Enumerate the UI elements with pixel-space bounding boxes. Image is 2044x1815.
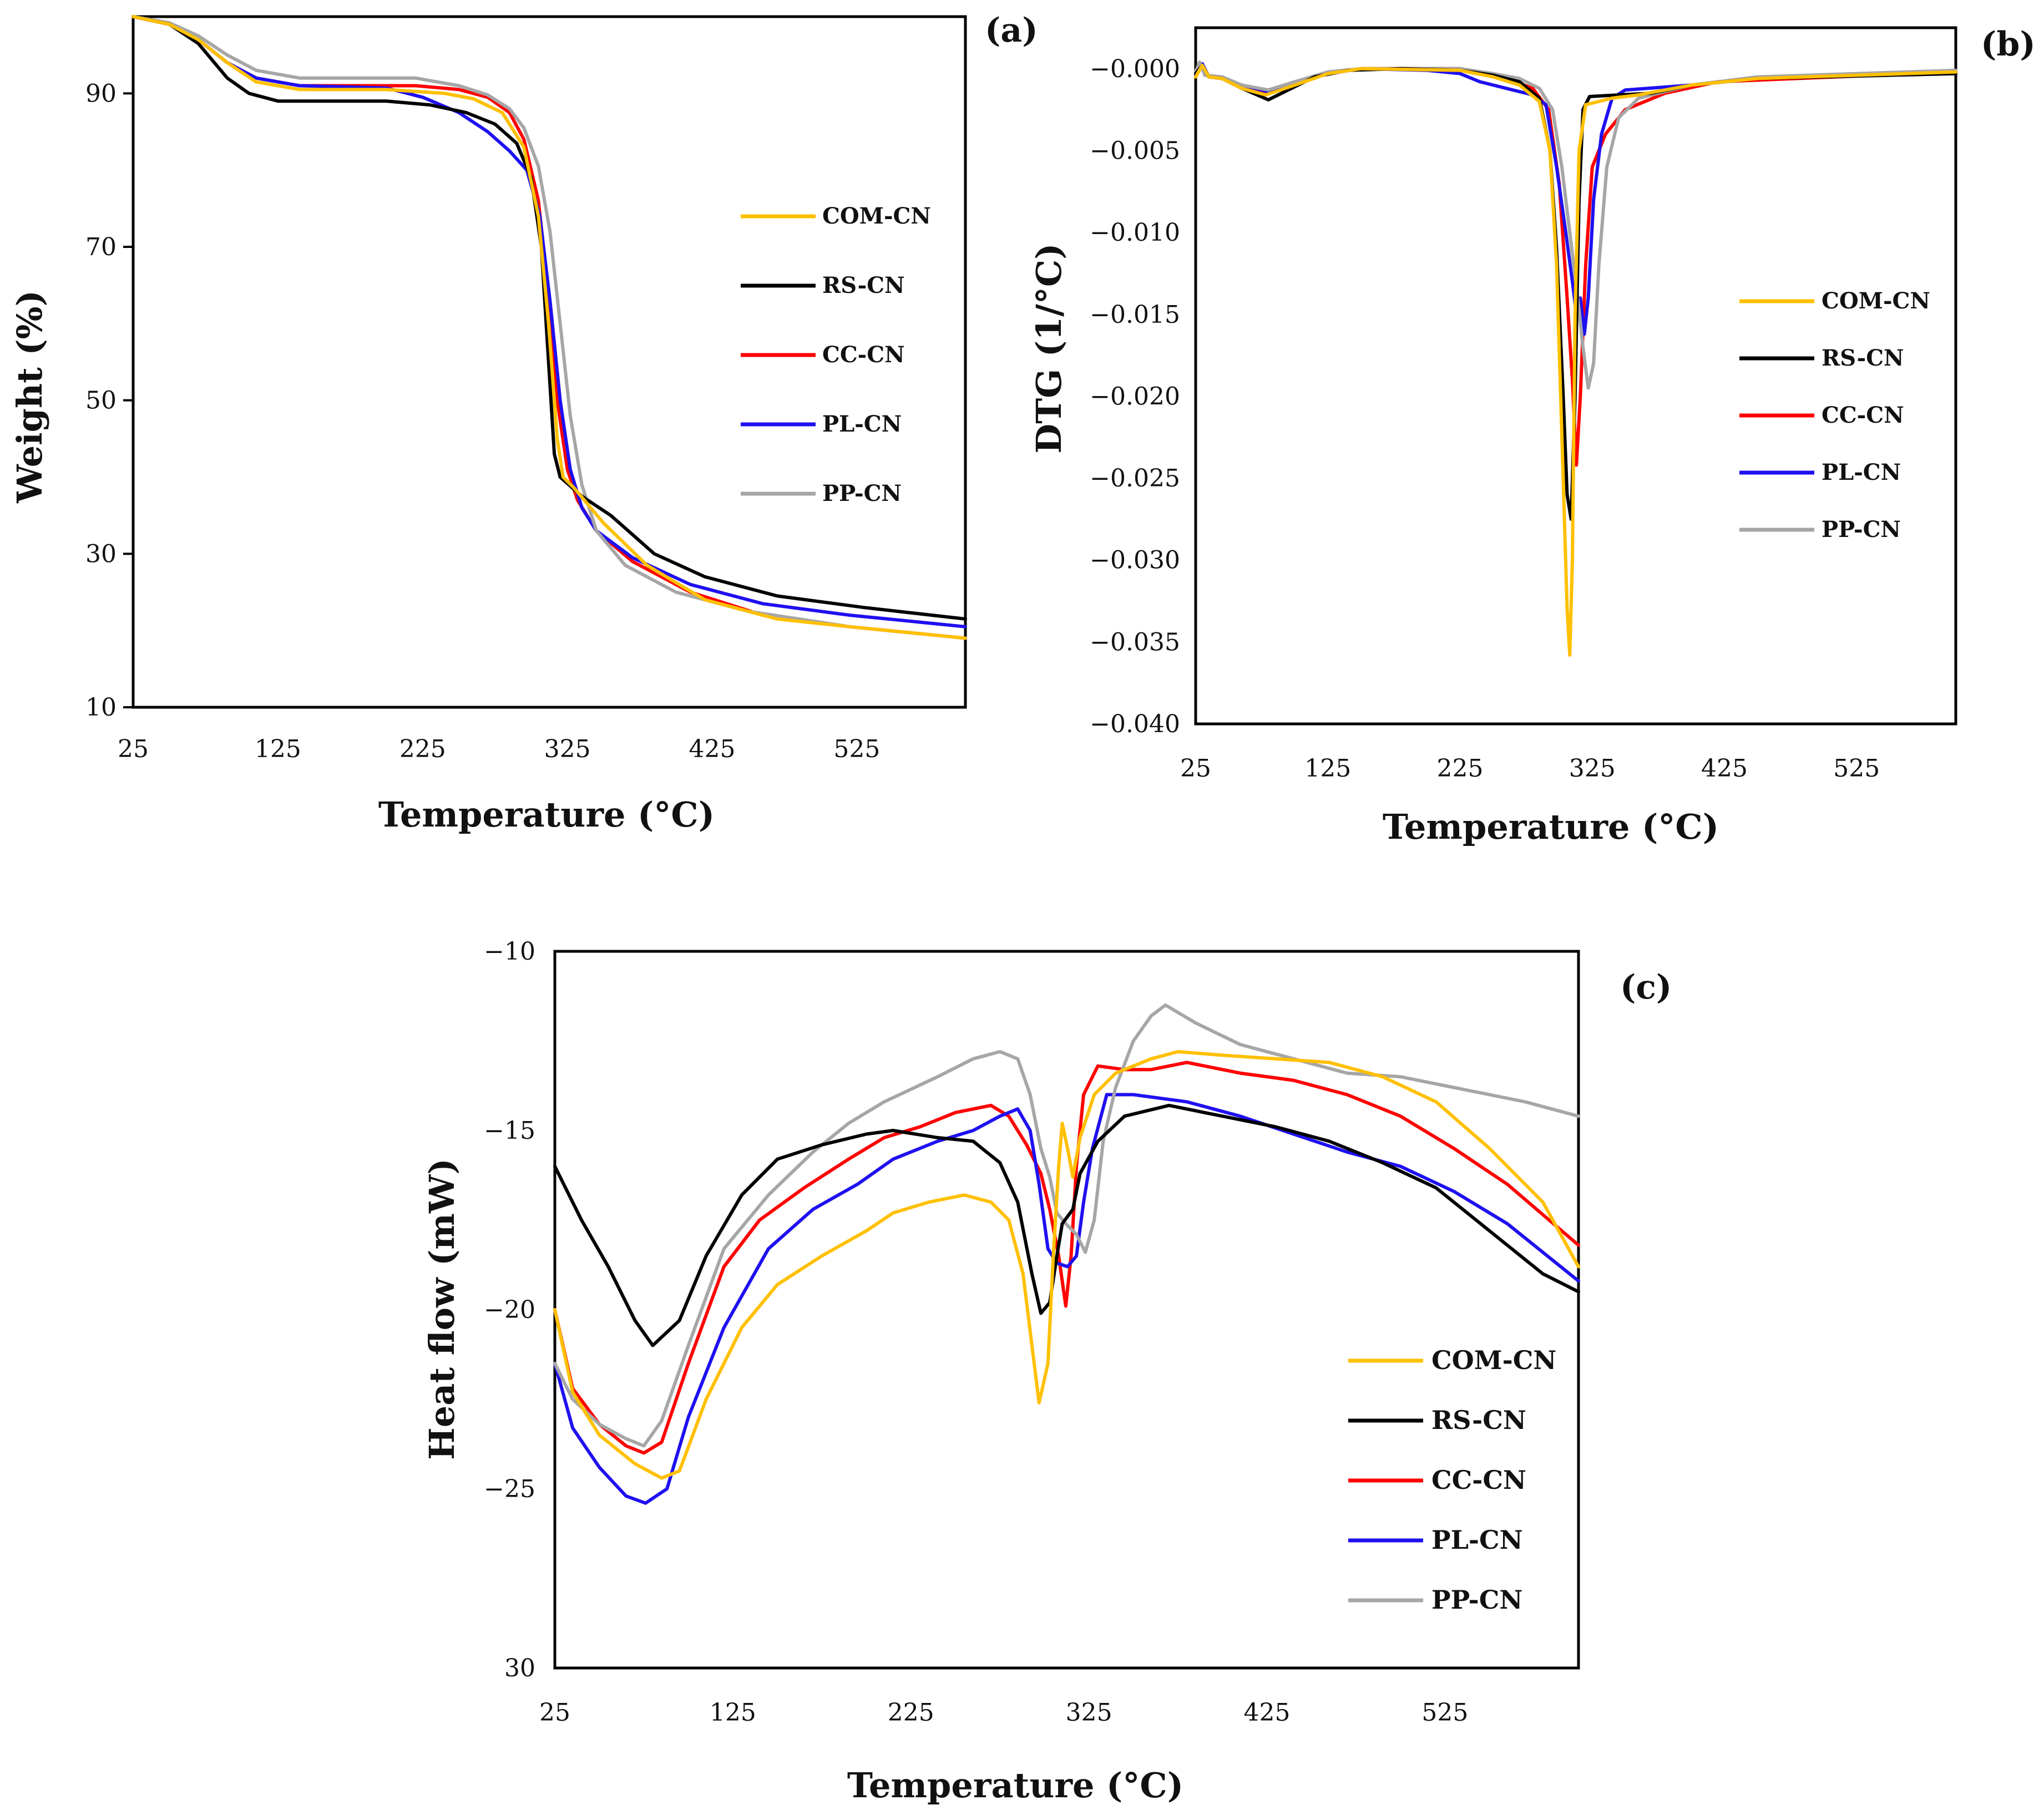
y-tick-label: −0.030 (1090, 546, 1180, 575)
x-tick-label: 525 (833, 735, 880, 763)
panel-a-label: (a) (985, 11, 1038, 50)
panel-b-y-ticks: −0.040 −0.035 −0.030 −0.025 −0.020 −0.015 −0.0… (1090, 55, 1180, 738)
x-tick-label: 125 (1304, 754, 1351, 783)
x-tick-label: 525 (1421, 1699, 1468, 1727)
series-line-b-pp-cn (1194, 60, 1957, 390)
legend-b-label-pp-cn: PP-CN (1822, 516, 1901, 543)
legend-b-label-com-cn: COM-CN (1822, 288, 1930, 314)
legend-a-label-pp-cn: PP-CN (822, 480, 902, 506)
panel-a-y-ticks: 10 30 50 70 90 (85, 79, 133, 722)
y-tick-label: −0.035 (1090, 628, 1180, 656)
panel-a-legend: COM-CN RS-CN CC-CN PL-CN PP-CN (741, 203, 931, 506)
y-tick-label: −15 (484, 1117, 535, 1145)
legend-c-label-pp-cn: PP-CN (1431, 1585, 1522, 1615)
panel-b-x-axis-label: Temperature (°C) (1383, 807, 1719, 847)
x-tick-label: 25 (118, 735, 149, 763)
panel-b-y-axis-label: DTG (1/°C) (1029, 243, 1069, 453)
panel-c-y-ticks: −10 −15 −20 −25 30 (484, 937, 535, 1682)
x-tick-label: 25 (539, 1699, 570, 1727)
panel-c-x-axis-label: Temperature (°C) (847, 1765, 1183, 1806)
x-tick-label: 425 (689, 735, 735, 763)
panel-c-series (553, 1003, 1580, 1505)
y-tick-label: 30 (85, 540, 117, 568)
y-tick-label: −0.040 (1090, 710, 1180, 738)
legend-c-label-rs-cn: RS-CN (1431, 1405, 1526, 1435)
legend-b-label-cc-cn: CC-CN (1822, 402, 1904, 428)
x-tick-label: 125 (255, 735, 301, 763)
x-tick-label: 325 (1569, 754, 1616, 783)
y-tick-label: −0.005 (1090, 136, 1180, 165)
series-line-c-com-cn (553, 1050, 1580, 1480)
x-tick-label: 425 (1243, 1699, 1290, 1727)
series-line-c-cc-cn (553, 1061, 1580, 1455)
panel-c-x-ticks: 25 125 225 325 425 525 (539, 1699, 1468, 1727)
y-tick-label: 90 (85, 79, 117, 108)
panel-a-y-axis-label: Weight (%) (9, 290, 50, 504)
series-line-b-com-cn (1194, 63, 1957, 657)
y-tick-label: −0.000 (1090, 55, 1180, 83)
legend-a-label-pl-cn: PL-CN (822, 411, 902, 437)
x-tick-label: 325 (1066, 1699, 1112, 1727)
series-line-c-pp-cn (553, 1003, 1580, 1448)
x-tick-label: 225 (1437, 754, 1484, 783)
x-tick-label: 225 (399, 735, 446, 763)
legend-a-label-cc-cn: CC-CN (822, 342, 905, 368)
panel-a-plot-frame (131, 15, 967, 709)
y-tick-label: 70 (85, 233, 117, 261)
legend-a-label-rs-cn: RS-CN (822, 272, 905, 298)
legend-b-label-pl-cn: PL-CN (1822, 459, 1901, 485)
panel-a: 10 30 50 70 90 25 125 225 325 425 525 (a) Tempera… (9, 11, 1038, 835)
y-tick-label: −10 (484, 937, 535, 966)
y-tick-label: 30 (504, 1654, 535, 1682)
x-tick-label: 25 (1180, 754, 1211, 783)
x-tick-label: 225 (888, 1699, 934, 1727)
panel-b-plot-frame (1194, 26, 1957, 726)
series-line-a-pp-cn (131, 15, 967, 640)
panel-a-x-ticks: 25 125 225 325 425 525 (118, 735, 880, 763)
x-tick-label: 125 (710, 1699, 756, 1727)
panel-c-label: (c) (1620, 968, 1672, 1007)
legend-c-label-com-cn: COM-CN (1431, 1345, 1556, 1375)
series-line-c-rs-cn (553, 1103, 1580, 1347)
x-tick-label: 525 (1833, 754, 1880, 783)
legend-c-label-cc-cn: CC-CN (1431, 1465, 1526, 1495)
panel-c-legend: COM-CN RS-CN CC-CN PL-CN PP-CN (1348, 1345, 1556, 1615)
y-tick-label: 10 (85, 693, 117, 722)
panel-a-x-axis-label: Temperature (°C) (378, 794, 715, 835)
series-line-a-com-cn (131, 15, 967, 640)
x-tick-label: 325 (544, 735, 591, 763)
y-tick-label: 50 (85, 387, 117, 415)
panel-b: −0.040 −0.035 −0.030 −0.025 −0.020 −0.015 −0.0… (1029, 25, 2036, 847)
panel-a-series (131, 15, 967, 640)
legend-b-label-rs-cn: RS-CN (1822, 345, 1904, 371)
y-tick-label: −25 (484, 1475, 535, 1503)
panel-b-series (1194, 60, 1957, 657)
panel-c: −10 −15 −20 −25 30 25 125 225 325 425 525 (c) Tem… (422, 937, 1672, 1806)
y-tick-label: −0.010 (1090, 219, 1180, 247)
legend-c-label-pl-cn: PL-CN (1431, 1525, 1523, 1555)
x-tick-label: 425 (1701, 754, 1748, 783)
y-tick-label: −20 (484, 1296, 535, 1324)
panel-b-label: (b) (1981, 25, 2036, 64)
panel-b-legend: COM-CN RS-CN CC-CN PL-CN PP-CN (1739, 288, 1930, 543)
panel-c-y-axis-label: Heat flow (mW) (422, 1158, 462, 1460)
y-tick-label: −0.025 (1090, 464, 1180, 493)
legend-a-label-com-cn: COM-CN (822, 203, 931, 229)
y-tick-label: −0.020 (1090, 382, 1180, 410)
y-tick-label: −0.015 (1090, 301, 1180, 329)
panel-b-x-ticks: 25 125 225 325 425 525 (1180, 754, 1880, 783)
